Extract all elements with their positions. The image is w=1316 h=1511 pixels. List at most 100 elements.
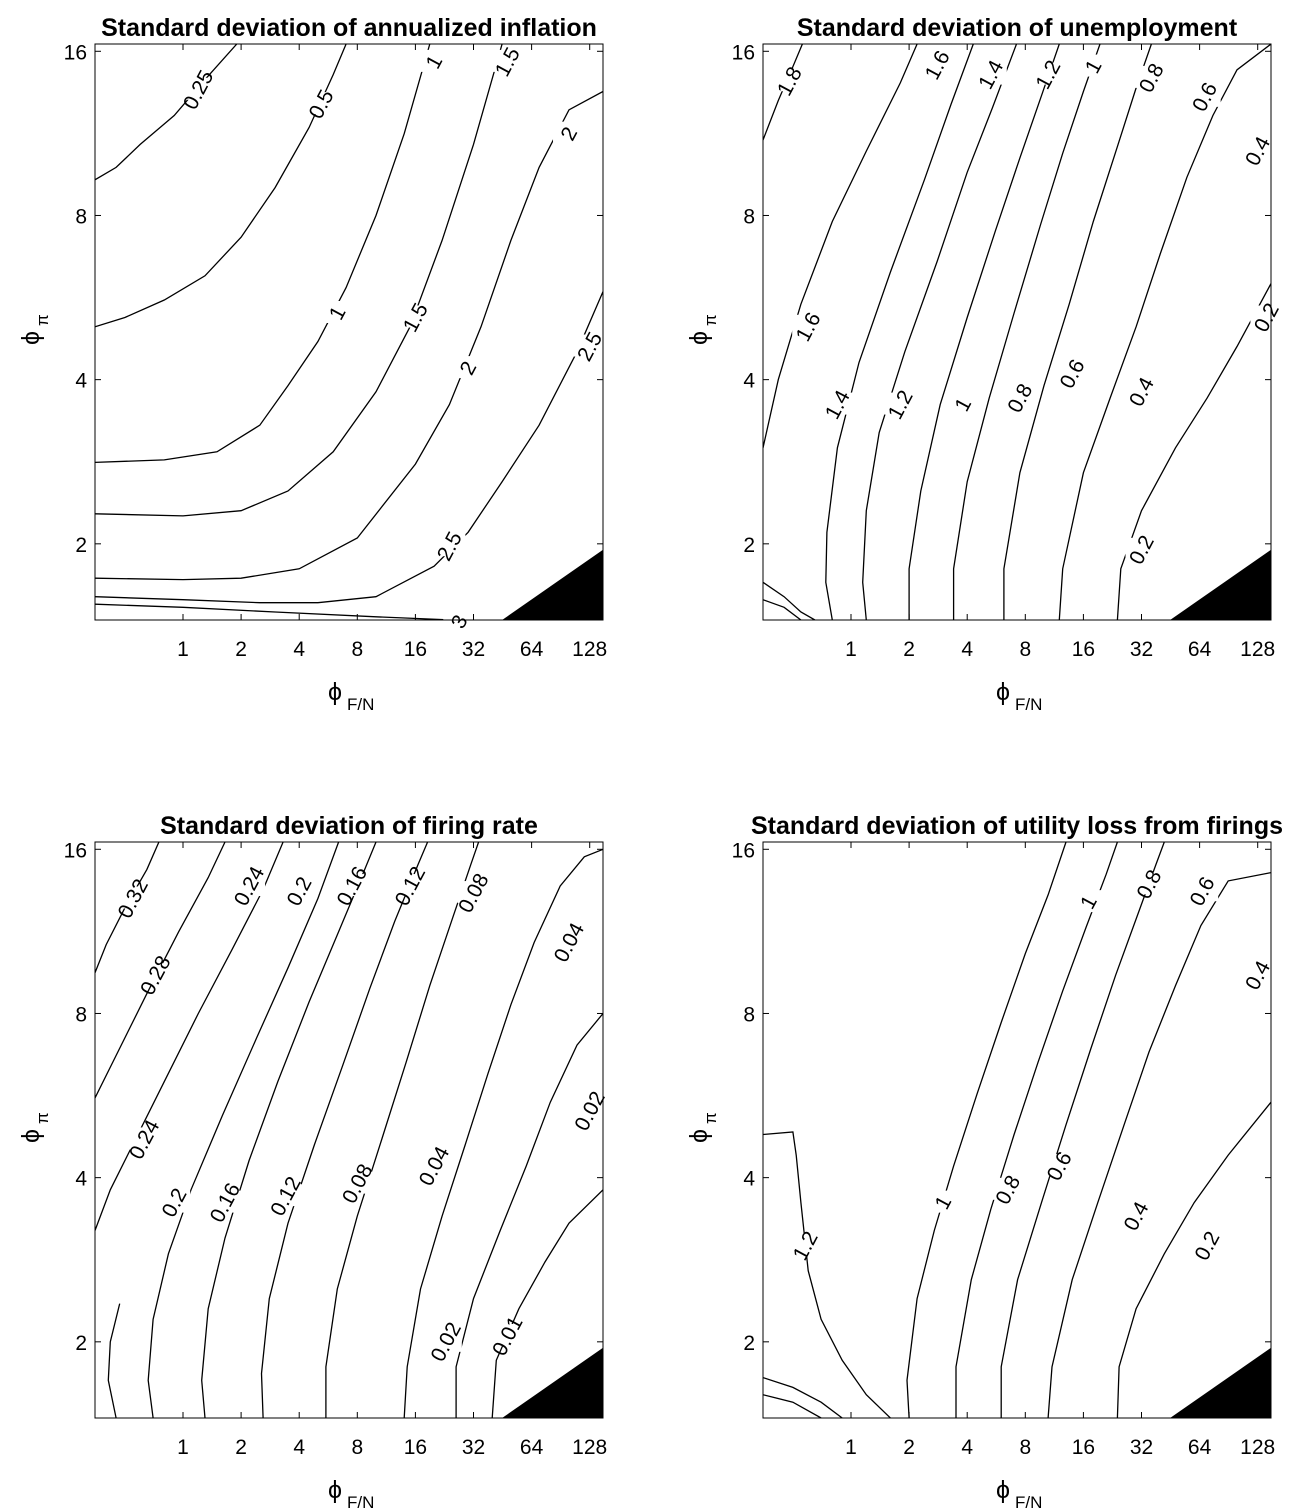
- contour-line-0_24: [107, 1303, 121, 1418]
- x-tick-label: 4: [961, 638, 973, 661]
- x-tick-label: 2: [235, 638, 247, 661]
- contour-label-bg: [789, 1233, 822, 1256]
- y-axis-label: ϕ: [685, 1129, 713, 1143]
- contour-line-0_25: [95, 44, 238, 181]
- y-axis-label-group: ϕπ: [17, 1112, 52, 1143]
- plot-area: [95, 842, 603, 1418]
- contour-label-bg: [946, 392, 979, 415]
- y-axis-label-subscript: π: [701, 314, 720, 326]
- x-axis-label: ϕ: [996, 1476, 1010, 1504]
- x-tick-label: 32: [462, 1436, 485, 1459]
- contour-line-1_2: [763, 1131, 891, 1418]
- plot-content: [95, 44, 603, 620]
- contour-label-bg: [573, 334, 606, 357]
- contour-label-bg: [821, 392, 854, 415]
- contour-label-bg: [1056, 361, 1089, 384]
- chart-title: Standard deviation of annualized inflati…: [101, 14, 597, 42]
- contour-label-bg: [341, 1171, 374, 1194]
- y-tick-label: 2: [75, 534, 87, 557]
- chart-title: Standard deviation of unemployment: [797, 14, 1238, 42]
- contour-label-bg: [1191, 1233, 1224, 1256]
- y-axis-label-group: ϕπ: [685, 314, 720, 345]
- plot-frame: [94, 841, 604, 1419]
- x-tick-label: 1: [177, 638, 189, 661]
- y-tick-label: 4: [75, 1168, 87, 1191]
- contour-line-0_04: [403, 848, 603, 1418]
- y-axis-label-subscript: π: [701, 1112, 720, 1124]
- x-axis-label-subscript: F/N: [347, 1493, 374, 1511]
- y-tick-label: 16: [64, 839, 87, 862]
- contour-line-0_4: [1058, 44, 1271, 620]
- plot-content: [95, 842, 603, 1418]
- x-tick-label: 8: [351, 1436, 363, 1459]
- contour-label-bg: [1032, 62, 1065, 85]
- chart-title: Standard deviation of firing rate: [160, 812, 538, 840]
- y-tick-label: 2: [75, 1332, 87, 1355]
- contour-label-bg: [305, 92, 338, 115]
- contour-label-bg: [269, 1184, 302, 1207]
- contour-label-bg: [208, 1190, 241, 1213]
- x-tick-label: 32: [1130, 1436, 1153, 1459]
- plot-frame: [94, 43, 604, 621]
- x-tick-label: 16: [1072, 1436, 1095, 1459]
- contour-label-bg: [1072, 890, 1105, 913]
- contour-line-0_01: [491, 1189, 603, 1418]
- x-tick-label: 128: [1240, 638, 1275, 661]
- contour-label-bg: [553, 121, 586, 144]
- y-tick-label: 4: [75, 370, 87, 393]
- contour-label-bg: [128, 1127, 161, 1150]
- contour-label-bg: [443, 609, 476, 632]
- contour-label-bg: [418, 1154, 451, 1177]
- chart-panel-2: 1.81.61.4 1.2 1 0.80.6 0.40.21.6 1.4 1.2 1 0.80.…: [685, 14, 1284, 714]
- contour-line-1_4: [763, 581, 816, 620]
- chart-title: Standard deviation of utility loss from …: [751, 812, 1283, 840]
- contour-label-bg: [393, 874, 426, 897]
- x-tick-label: 16: [1072, 638, 1095, 661]
- contour-line-1_4: [825, 44, 974, 620]
- contour-line-0_8: [952, 44, 1101, 620]
- y-tick-label: 8: [743, 205, 755, 228]
- contour-label-bg: [283, 879, 316, 902]
- contour-label-bg: [974, 62, 1007, 85]
- x-axis-label: ϕ: [328, 678, 342, 706]
- contour-label-bg: [1120, 1204, 1153, 1227]
- contour-line-2_5: [95, 291, 603, 604]
- contour-label-bg: [1241, 139, 1274, 162]
- y-tick-label: 16: [64, 41, 87, 64]
- contour-line-0_2: [1116, 283, 1271, 620]
- plot-area: [763, 842, 1271, 1418]
- x-tick-label: 64: [520, 638, 544, 661]
- y-tick-label: 16: [732, 41, 755, 64]
- contour-label-bg: [1188, 84, 1221, 107]
- x-tick-label: 8: [1019, 1436, 1031, 1459]
- contour-line-1_4: [763, 599, 802, 620]
- contour-line-1_2: [763, 1394, 822, 1418]
- contour-line-1: [906, 842, 1067, 1418]
- contour-line-1_2: [763, 1376, 843, 1418]
- contour-label-bg: [233, 874, 266, 897]
- x-tick-label: 1: [177, 1436, 189, 1459]
- x-tick-label: 128: [1240, 1436, 1275, 1459]
- x-axis-label-subscript: F/N: [1015, 1493, 1042, 1511]
- x-axis-label-subscript: F/N: [347, 695, 374, 714]
- y-tick-label: 4: [743, 370, 755, 393]
- plot-area: [95, 44, 603, 620]
- contour-line-2: [95, 90, 603, 581]
- y-tick-label: 2: [743, 534, 755, 557]
- x-tick-label: 8: [351, 638, 363, 661]
- y-axis-label-subscript: π: [33, 314, 52, 326]
- contour-label-bg: [139, 963, 172, 986]
- y-axis-label-group: ϕπ: [17, 314, 52, 345]
- contour-label-bg: [1125, 537, 1158, 560]
- y-tick-label: 2: [743, 1332, 755, 1355]
- contour-label-bg: [1186, 879, 1219, 902]
- contour-label-bg: [884, 392, 917, 415]
- y-tick-label: 16: [732, 839, 755, 862]
- x-axis-label: ϕ: [328, 1476, 342, 1504]
- contour-label-bg: [1241, 963, 1274, 986]
- y-axis-label: ϕ: [685, 331, 713, 345]
- contour-label-bg: [321, 300, 354, 323]
- chart-panel-4: 1.21 0.80.60.40.21 0.8 0.60.41 2 4 8 16 32 64 1282…: [685, 812, 1283, 1511]
- contour-label-bg: [429, 1329, 462, 1352]
